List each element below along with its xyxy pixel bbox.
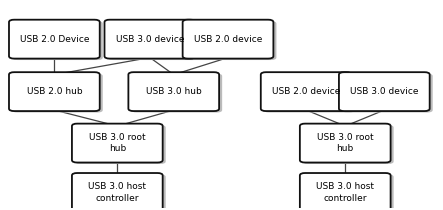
Text: USB 3.0 root
hub: USB 3.0 root hub (89, 133, 146, 153)
FancyBboxPatch shape (72, 124, 163, 163)
Text: USB 3.0 host
controller: USB 3.0 host controller (316, 182, 374, 202)
FancyBboxPatch shape (132, 74, 222, 113)
Text: USB 2.0 device: USB 2.0 device (272, 87, 340, 96)
Text: USB 3.0 device: USB 3.0 device (350, 87, 419, 96)
Text: USB 3.0 root
hub: USB 3.0 root hub (317, 133, 373, 153)
Text: USB 2.0 device: USB 2.0 device (194, 35, 262, 44)
Text: USB 2.0 Device: USB 2.0 Device (19, 35, 89, 44)
Text: USB 3.0 host
controller: USB 3.0 host controller (88, 182, 146, 202)
Text: USB 3.0 device: USB 3.0 device (116, 35, 184, 44)
FancyBboxPatch shape (342, 74, 433, 113)
FancyBboxPatch shape (12, 21, 103, 60)
FancyBboxPatch shape (183, 20, 273, 59)
FancyBboxPatch shape (303, 125, 394, 164)
FancyBboxPatch shape (12, 74, 103, 113)
FancyBboxPatch shape (72, 173, 163, 210)
FancyBboxPatch shape (9, 72, 100, 111)
FancyBboxPatch shape (108, 21, 198, 60)
FancyBboxPatch shape (300, 173, 391, 210)
FancyBboxPatch shape (9, 20, 100, 59)
FancyBboxPatch shape (339, 72, 430, 111)
FancyBboxPatch shape (186, 21, 276, 60)
FancyBboxPatch shape (300, 124, 391, 163)
FancyBboxPatch shape (128, 72, 219, 111)
Text: USB 2.0 hub: USB 2.0 hub (27, 87, 82, 96)
FancyBboxPatch shape (264, 74, 354, 113)
FancyBboxPatch shape (105, 20, 195, 59)
FancyBboxPatch shape (75, 125, 166, 164)
FancyBboxPatch shape (303, 175, 394, 210)
Text: USB 3.0 hub: USB 3.0 hub (146, 87, 202, 96)
FancyBboxPatch shape (75, 175, 166, 210)
FancyBboxPatch shape (261, 72, 352, 111)
